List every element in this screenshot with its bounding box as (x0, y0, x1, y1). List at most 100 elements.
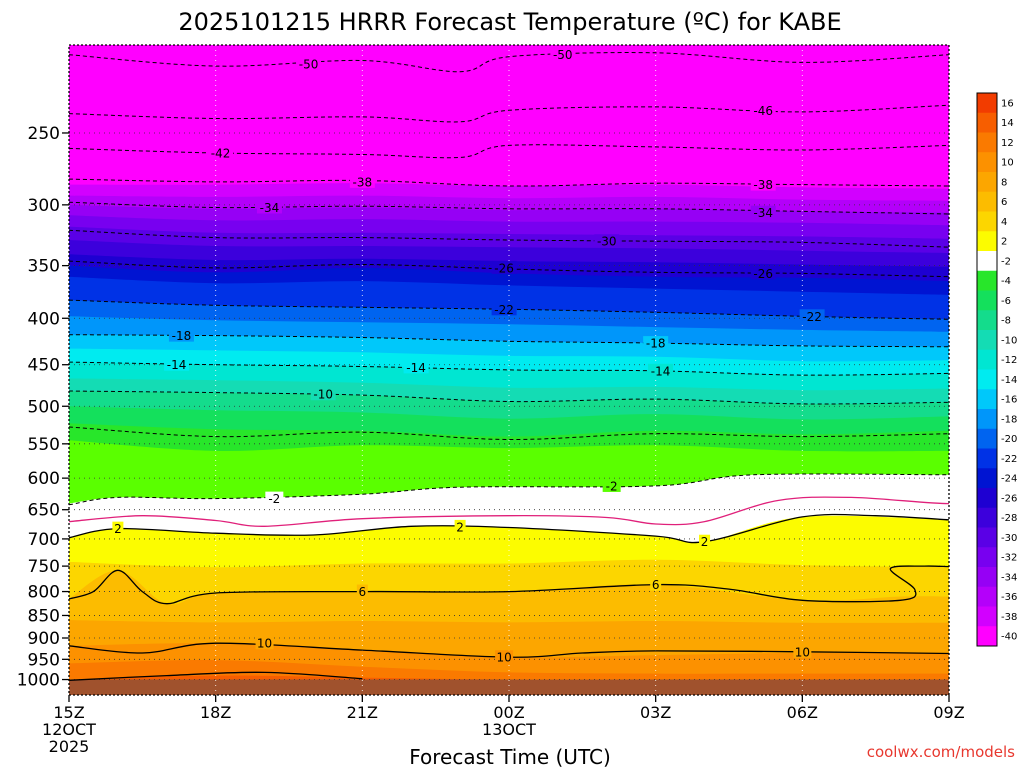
contour-label-10: 10 (496, 651, 511, 665)
colorbar-cell--4 (977, 270, 997, 291)
contour-label--10: -10 (313, 388, 333, 402)
contour-label-bg (454, 519, 466, 533)
colorbar-label-2: 2 (1001, 237, 1007, 248)
colorbar-cell--10 (977, 330, 997, 351)
colorbar: 16 14 12 10 8 6 4 2 -2 -4 -6 -8 -10 -12 -14 -16 -18 -20 -2… (976, 92, 1017, 647)
colorbar-label-16: 16 (1001, 98, 1014, 109)
y-tick-label-350: 350 (28, 257, 60, 277)
colorbar-cell--14 (977, 369, 997, 390)
contour-label-bg (164, 357, 190, 371)
y-tick-label-750: 750 (28, 557, 60, 577)
colorbar-cell--38 (977, 606, 997, 627)
contour-label-bg (602, 478, 621, 492)
contour-label--46: -46 (753, 104, 773, 118)
y-tick-label-550: 550 (28, 435, 60, 455)
contour-label-bg (750, 266, 776, 280)
contour-label-bg (550, 47, 576, 61)
colorbar-cell--8 (977, 310, 997, 331)
contour-label-bg (648, 363, 674, 377)
contour-label-bg (112, 521, 124, 535)
y-tick-label-1000: 1000 (17, 671, 60, 691)
contour-label-10: 10 (795, 645, 810, 659)
contour-label-bg (699, 534, 711, 548)
x-tick-label-18Z: 18Z (200, 703, 231, 722)
contour-label--50: -50 (553, 48, 573, 62)
colorbar-label--28: -28 (1001, 513, 1017, 524)
contour-label--30: -30 (597, 235, 617, 249)
colorbar-cell--12 (977, 349, 997, 370)
contour-label--50: -50 (299, 58, 319, 72)
colorbar-label--34: -34 (1001, 572, 1017, 583)
contour-label-2: 2 (701, 535, 709, 549)
contour-label--26: -26 (494, 261, 514, 275)
colorbar-label--4: -4 (1001, 276, 1011, 287)
contour-label-10: 10 (257, 637, 272, 651)
colorbar-cell--36 (977, 586, 997, 607)
colorbar-label--18: -18 (1001, 414, 1017, 425)
contour-label--22: -22 (802, 310, 822, 324)
x-tick-date-13OCT: 13OCT (482, 720, 536, 739)
contour-label-bg (495, 650, 514, 664)
contour-label-bg (750, 177, 776, 191)
credit-text[interactable]: coolwx.com/models (867, 743, 1015, 761)
colorbar-cell--24 (977, 468, 997, 489)
contour-label-bg (799, 309, 825, 323)
contour-label--22: -22 (494, 303, 514, 317)
y-tick-label-400: 400 (28, 309, 60, 329)
contour-label-bg (594, 234, 620, 248)
colorbar-cell-12 (977, 132, 997, 153)
colorbar-cell--16 (977, 389, 997, 410)
contour-label-bg (491, 260, 517, 274)
colorbar-label--26: -26 (1001, 493, 1017, 504)
y-tick-label-700: 700 (28, 530, 60, 550)
colorbar-cell-4 (977, 211, 997, 232)
colorbar-label--16: -16 (1001, 395, 1017, 406)
temperature-band--60-to--40 (69, 45, 949, 189)
contour-label--2: -2 (606, 479, 618, 493)
contour-label-6: 6 (652, 578, 660, 592)
contour-label--38: -38 (753, 178, 773, 192)
contour-label-bg (356, 584, 368, 598)
contour-label--34: -34 (753, 206, 773, 220)
contour-label-2: 2 (456, 520, 464, 534)
colorbar-cell--34 (977, 567, 997, 588)
colorbar-cell-16 (977, 93, 997, 114)
colorbar-cell--30 (977, 527, 997, 548)
contour-label--14: -14 (651, 364, 671, 378)
x-tick-label-03Z: 03Z (640, 703, 671, 722)
contour-label-bg (265, 491, 284, 505)
colorbar-label-4: 4 (1001, 217, 1007, 228)
contour-label--18: -18 (172, 329, 192, 343)
plot-area (69, 45, 949, 695)
colorbar-label--12: -12 (1001, 355, 1017, 366)
colorbar-label--32: -32 (1001, 553, 1017, 564)
y-tick-label-850: 850 (28, 606, 60, 626)
colorbar-label-14: 14 (1001, 118, 1014, 129)
colorbar-label--10: -10 (1001, 335, 1017, 346)
colorbar-label--36: -36 (1001, 592, 1017, 603)
colorbar-cell-14 (977, 112, 997, 133)
y-tick-label-450: 450 (28, 356, 60, 376)
colorbar-label--24: -24 (1001, 474, 1017, 485)
x-tick-year-2025: 2025 (49, 737, 90, 756)
chart-title: 2025101215 HRRR Forecast Temperature (ºC… (178, 8, 841, 36)
contour-label-bg (750, 103, 776, 117)
x-tick-label-00Z: 00Z (493, 703, 524, 722)
contour-label-bg (208, 145, 234, 159)
contour-label-bg (491, 302, 517, 316)
colorbar-label--40: -40 (1001, 632, 1017, 643)
colorbar-label-6: 6 (1001, 197, 1007, 208)
y-tick-label-250: 250 (28, 124, 60, 144)
contour-label-2: 2 (114, 522, 122, 536)
y-tick-label-300: 300 (28, 196, 60, 216)
colorbar-label--20: -20 (1001, 434, 1017, 445)
contour-line-dashed--2 (69, 473, 949, 506)
colorbar-label-8: 8 (1001, 177, 1007, 188)
contour-label-bg (296, 57, 322, 71)
y-axis: 250 300 350 400 450 500 550 600 650 700 750 800 850 9… (17, 124, 69, 691)
colorbar-frame (976, 92, 998, 647)
contour-label-6: 6 (359, 585, 367, 599)
colorbar-label--30: -30 (1001, 533, 1017, 544)
